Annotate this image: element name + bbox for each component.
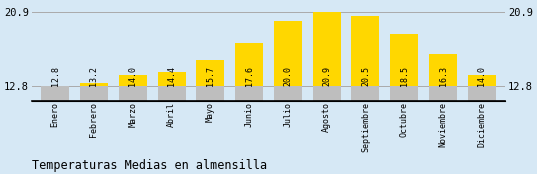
Bar xyxy=(157,86,185,101)
Bar xyxy=(390,86,418,101)
Text: 14.0: 14.0 xyxy=(477,66,487,86)
Bar xyxy=(390,34,418,86)
Bar xyxy=(119,86,147,101)
Text: 18.5: 18.5 xyxy=(400,66,409,86)
Bar xyxy=(352,16,380,86)
Bar xyxy=(468,86,496,101)
Bar xyxy=(41,86,69,101)
Bar xyxy=(80,86,108,101)
Bar xyxy=(157,72,185,86)
Bar xyxy=(313,86,340,101)
Text: 20.0: 20.0 xyxy=(284,66,292,86)
Text: 20.9: 20.9 xyxy=(322,66,331,86)
Text: 15.7: 15.7 xyxy=(206,66,215,86)
Text: 14.4: 14.4 xyxy=(167,66,176,86)
Text: 13.2: 13.2 xyxy=(90,66,98,86)
Bar xyxy=(119,76,147,86)
Text: 17.6: 17.6 xyxy=(245,66,253,86)
Bar xyxy=(274,86,302,101)
Bar xyxy=(197,86,224,101)
Bar xyxy=(429,86,457,101)
Bar xyxy=(274,21,302,86)
Bar xyxy=(468,76,496,86)
Bar xyxy=(313,12,340,86)
Text: 16.3: 16.3 xyxy=(439,66,447,86)
Bar xyxy=(429,54,457,86)
Bar xyxy=(235,43,263,86)
Text: 20.5: 20.5 xyxy=(361,66,370,86)
Bar xyxy=(235,86,263,101)
Bar xyxy=(352,86,380,101)
Bar xyxy=(80,83,108,86)
Bar xyxy=(197,60,224,86)
Text: Temperaturas Medias en almensilla: Temperaturas Medias en almensilla xyxy=(32,159,267,172)
Text: 14.0: 14.0 xyxy=(128,66,137,86)
Text: 12.8: 12.8 xyxy=(50,66,60,86)
